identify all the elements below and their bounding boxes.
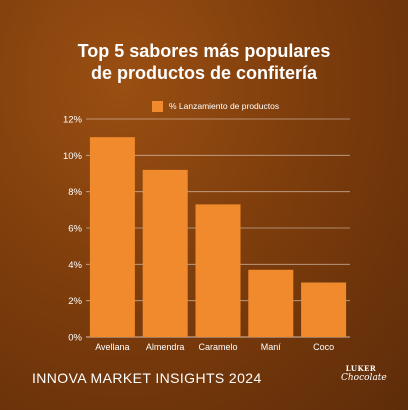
x-tick-label: Caramelo: [198, 342, 237, 352]
y-tick-label: 4%: [68, 260, 82, 271]
footer-source: INNOVA MARKET INSIGHTS 2024: [32, 370, 262, 386]
x-tick-label: Maní: [261, 342, 282, 352]
bar-avellana: [89, 137, 135, 337]
x-tick-label: Avellana: [95, 342, 129, 352]
legend-swatch: [152, 100, 163, 112]
y-tick-label: 10%: [63, 151, 83, 162]
bar-maní: [248, 269, 294, 337]
bar-almendra: [142, 169, 188, 337]
bar-coco: [301, 282, 347, 337]
chart-title-line-1: Top 5 sabores más populares: [77, 41, 331, 61]
y-tick-label: 6%: [68, 224, 82, 235]
chart-title-line-2: de productos de confitería: [90, 63, 318, 83]
brand-logo: LUKER Chocolate: [341, 364, 387, 390]
logo-line-2: Chocolate: [341, 373, 387, 383]
logo-line-1: LUKER: [345, 364, 377, 373]
chart-title: Top 5 sabores más populares de productos…: [0, 40, 408, 84]
x-tick-label: Coco: [313, 342, 334, 352]
x-tick-label: Almendra: [146, 342, 185, 352]
y-tick-label: 12%: [63, 115, 83, 126]
y-tick-label: 8%: [68, 187, 82, 198]
legend-label: % Lanzamiento de productos: [169, 101, 280, 111]
y-tick-label: 2%: [68, 296, 82, 307]
chart-legend: % Lanzamiento de productos: [152, 99, 279, 113]
y-tick-label: 0%: [68, 333, 82, 344]
bar-caramelo: [195, 204, 241, 337]
